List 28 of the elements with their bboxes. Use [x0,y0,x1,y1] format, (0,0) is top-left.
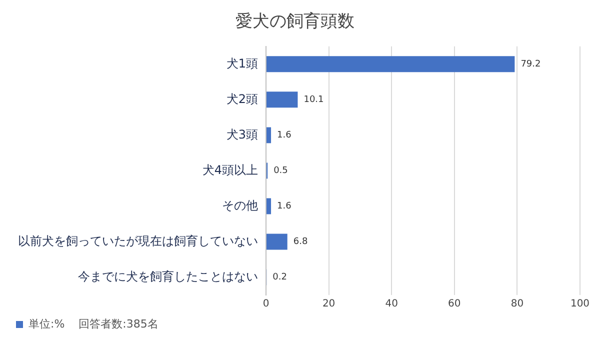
x-tick-label: 100 [570,298,590,310]
data-label: 10.1 [304,95,324,106]
y-tick-label: 以前犬を飼っていたが現在は飼育していない [18,234,258,248]
data-label: 6.8 [293,237,308,248]
data-label: 1.6 [277,202,292,212]
bar [266,56,515,72]
x-tick-label: 60 [448,298,461,310]
x-tick-label: 80 [510,298,524,310]
x-tick-label: 40 [385,298,398,310]
bar [266,198,272,214]
text: 回答者数:385名 [78,317,158,330]
data-label: 0.2 [272,272,287,283]
y-tick-label: その他 [222,198,258,212]
y-tick-label: 犬2頭 [226,92,258,106]
x-tick-label: 20 [322,298,336,310]
chart-title: 愛犬の飼育頭数 [236,12,354,32]
bar [266,92,298,108]
y-tick-label: 犬3頭 [226,127,258,142]
bar [266,127,272,144]
data-label: 79.2 [520,60,541,70]
legend-label: 単位:% [28,317,65,330]
data-label: 0.5 [274,166,288,176]
data-label: 1.6 [277,130,292,141]
x-tick-label: 0 [262,298,270,310]
y-tick-label: 今までに犬を飼育したことはない [78,269,258,284]
bar [266,234,288,250]
y-tick-label: 犬1頭 [226,56,258,70]
y-tick-label: 犬4頭以上 [202,162,258,177]
